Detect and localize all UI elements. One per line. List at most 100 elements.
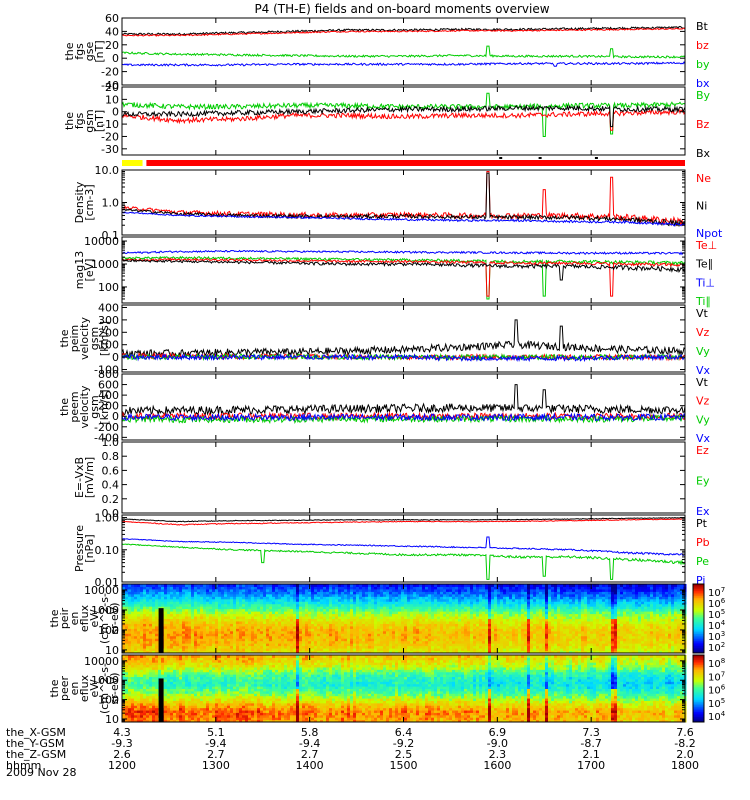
heatmap-cell — [263, 623, 267, 627]
heatmap-cell — [488, 650, 492, 654]
heatmap-cell — [569, 618, 573, 622]
heatmap-cell — [431, 611, 435, 615]
heatmap-cell — [179, 645, 183, 649]
heatmap-cell — [419, 645, 423, 649]
heatmap-cell — [443, 611, 447, 615]
heatmap-cell — [152, 633, 156, 637]
heatmap-cell — [563, 603, 567, 607]
heatmap-cell — [458, 628, 462, 632]
heatmap-cell — [380, 596, 384, 600]
heatmap-cell — [374, 593, 378, 597]
heatmap-cell — [419, 598, 423, 602]
heatmap-cell — [137, 640, 141, 644]
heatmap-cell — [599, 584, 603, 587]
heatmap-cell — [524, 613, 528, 617]
heatmap-cell — [365, 606, 369, 610]
heatmap-cell — [440, 623, 444, 627]
heatmap-cell — [572, 643, 576, 647]
heatmap-cell — [374, 616, 378, 619]
heatmap-cell — [305, 606, 309, 610]
heatmap-cell — [422, 640, 426, 644]
heatmap-cell — [203, 640, 207, 644]
heatmap-cell — [602, 616, 606, 619]
heatmap-cell — [476, 601, 480, 605]
heatmap-cell — [221, 591, 225, 595]
heatmap-cell — [560, 603, 564, 607]
heatmap-cell — [512, 611, 516, 615]
heatmap-cell — [242, 593, 246, 597]
heatmap-cell — [590, 613, 594, 617]
heatmap-cell — [512, 628, 516, 632]
heatmap-cell — [236, 640, 240, 644]
heatmap-cell — [239, 630, 243, 634]
heatmap-cell — [488, 601, 492, 605]
heatmap-cell — [443, 650, 447, 654]
heatmap-cell — [248, 596, 252, 600]
heatmap-cell — [137, 613, 141, 617]
heatmap-cell — [386, 623, 390, 627]
heatmap-cell — [419, 593, 423, 597]
heatmap-cell — [311, 591, 315, 595]
heatmap-cell — [245, 625, 249, 629]
heatmap-cell — [365, 628, 369, 632]
heatmap-cell — [437, 645, 441, 649]
heatmap-cell — [224, 630, 228, 634]
heatmap-cell — [419, 623, 423, 627]
heatmap-cell — [497, 601, 501, 605]
heatmap-cell — [545, 633, 549, 637]
heatmap-cell — [422, 584, 426, 587]
heatmap-cell — [449, 603, 453, 607]
heatmap-cell — [539, 593, 543, 597]
heatmap-cell — [155, 591, 159, 595]
heatmap-cell — [515, 623, 519, 627]
heatmap-cell — [353, 648, 357, 652]
heatmap-cell — [494, 620, 498, 624]
heatmap-cell — [287, 623, 291, 627]
heatmap-cell — [395, 620, 399, 624]
heatmap-cell — [482, 616, 486, 619]
heatmap-cell — [299, 618, 303, 622]
heatmap-cell — [326, 593, 330, 597]
heatmap-cell — [329, 613, 333, 617]
heatmap-cell — [380, 638, 384, 642]
heatmap-cell — [140, 596, 144, 600]
heatmap-cell — [278, 598, 282, 602]
heatmap-cell — [422, 593, 426, 597]
heatmap-cell — [218, 586, 222, 590]
heatmap-cell — [326, 620, 330, 624]
legend-entry: Ne — [696, 172, 711, 185]
heatmap-cell — [152, 620, 156, 624]
heatmap-cell — [455, 620, 459, 624]
heatmap-cell — [332, 633, 336, 637]
heatmap-cell — [263, 645, 267, 649]
heatmap-cell — [488, 603, 492, 607]
heatmap-cell — [224, 616, 228, 619]
heatmap-cell — [593, 603, 597, 607]
heatmap-cell — [290, 616, 294, 619]
heatmap-cell — [272, 586, 276, 590]
heatmap-cell — [593, 584, 597, 587]
heatmap-cell — [176, 618, 180, 622]
heatmap-cell — [578, 598, 582, 602]
heatmap-cell — [176, 613, 180, 617]
heatmap-cell — [500, 650, 504, 654]
heatmap-cell — [599, 633, 603, 637]
heatmap-cell — [503, 630, 507, 634]
heatmap-cell — [578, 635, 582, 639]
heatmap-cell — [431, 618, 435, 622]
heatmap-cell — [473, 598, 477, 602]
y-tick-label: 0.6 — [102, 464, 120, 477]
heatmap-cell — [236, 623, 240, 627]
y-tick-label: 400 — [98, 389, 119, 402]
heatmap-cell — [554, 591, 558, 595]
heatmap-cell — [557, 611, 561, 615]
heatmap-cell — [203, 601, 207, 605]
heatmap-cell — [500, 611, 504, 615]
heatmap-cell — [494, 623, 498, 627]
heatmap-cell — [515, 613, 519, 617]
heatmap-cell — [344, 601, 348, 605]
heatmap-cell — [302, 606, 306, 610]
heatmap-cell — [509, 603, 513, 607]
heatmap-cell — [605, 620, 609, 624]
heatmap-cell — [587, 593, 591, 597]
